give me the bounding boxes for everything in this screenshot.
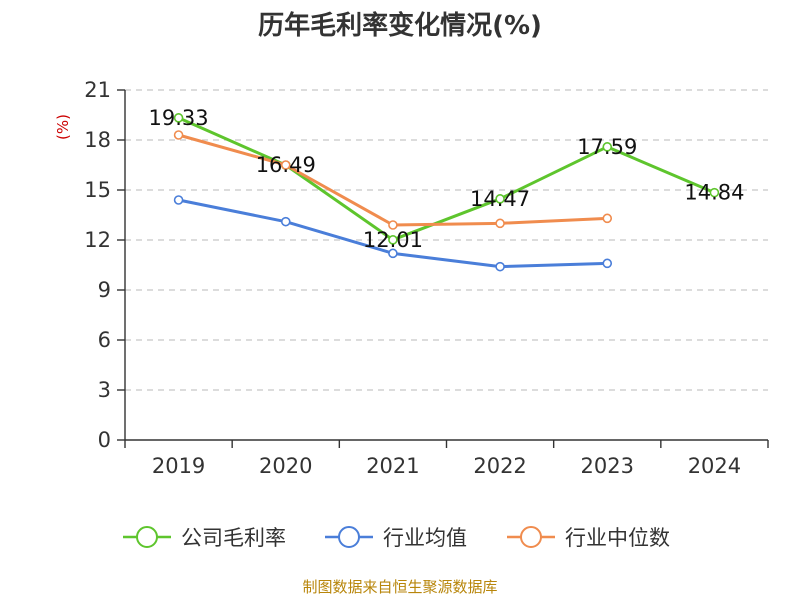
y-tick-label: 21 bbox=[84, 78, 111, 102]
y-tick-label: 3 bbox=[98, 378, 111, 402]
data-labels: 19.33 16.49 12.01 14.47 17.59 14.84 bbox=[149, 106, 745, 252]
series-lines bbox=[173, 113, 720, 272]
x-tick-label: 2023 bbox=[581, 454, 634, 478]
data-point bbox=[173, 130, 184, 140]
data-point bbox=[280, 216, 291, 227]
legend: 公司毛利率 行业均值 行业中位数 bbox=[123, 526, 670, 550]
data-point bbox=[495, 261, 505, 272]
source-note: 制图数据来自恒生聚源数据库 bbox=[302, 578, 497, 596]
legend-label: 行业均值 bbox=[383, 526, 467, 550]
data-point bbox=[495, 218, 505, 229]
data-label: 14.47 bbox=[470, 187, 530, 211]
data-point bbox=[709, 187, 720, 198]
data-point bbox=[173, 195, 184, 205]
legend-marker bbox=[136, 526, 158, 548]
data-point bbox=[388, 235, 398, 245]
data-label: 16.49 bbox=[256, 153, 316, 177]
legend-marker bbox=[338, 526, 360, 548]
x-tick-label: 2019 bbox=[152, 454, 205, 478]
legend-marker bbox=[520, 526, 542, 548]
y-tick-label: 12 bbox=[84, 228, 111, 252]
y-tick-label: 9 bbox=[98, 278, 111, 302]
data-label: 12.01 bbox=[363, 228, 423, 252]
legend-item-2: 行业均值 bbox=[325, 526, 467, 550]
grid-lines bbox=[125, 89, 768, 391]
data-label: 17.59 bbox=[577, 135, 637, 159]
axes: 0 3 6 9 12 15 18 21 2019 2020 2021 2022 2023 2024 bbox=[84, 78, 769, 478]
data-label: 14.84 bbox=[684, 181, 744, 205]
data-point bbox=[388, 220, 398, 230]
data-point bbox=[602, 258, 613, 269]
data-point bbox=[173, 113, 184, 123]
data-point bbox=[602, 213, 613, 224]
y-axis-unit: (%) bbox=[54, 114, 72, 140]
x-tick-label: 2022 bbox=[473, 454, 526, 478]
x-tick-label: 2021 bbox=[366, 454, 419, 478]
y-tick-label: 18 bbox=[84, 128, 111, 152]
legend-item-1: 公司毛利率 bbox=[123, 526, 286, 550]
data-point bbox=[280, 160, 291, 170]
y-tick-label: 15 bbox=[84, 178, 111, 202]
legend-item-3: 行业中位数 bbox=[507, 526, 670, 550]
y-tick-label: 0 bbox=[98, 428, 111, 452]
y-tick-label: 6 bbox=[98, 328, 111, 352]
data-point bbox=[388, 248, 398, 259]
chart-title: 历年毛利率变化情况(%) bbox=[258, 10, 542, 41]
legend-label: 行业中位数 bbox=[565, 526, 670, 550]
legend-label: 公司毛利率 bbox=[181, 526, 286, 550]
data-point bbox=[495, 194, 505, 204]
series-line-1 bbox=[177, 116, 716, 242]
data-label: 19.33 bbox=[149, 106, 209, 130]
x-tick-label: 2024 bbox=[688, 454, 741, 478]
data-point bbox=[602, 142, 613, 152]
x-tick-label: 2020 bbox=[259, 454, 312, 478]
